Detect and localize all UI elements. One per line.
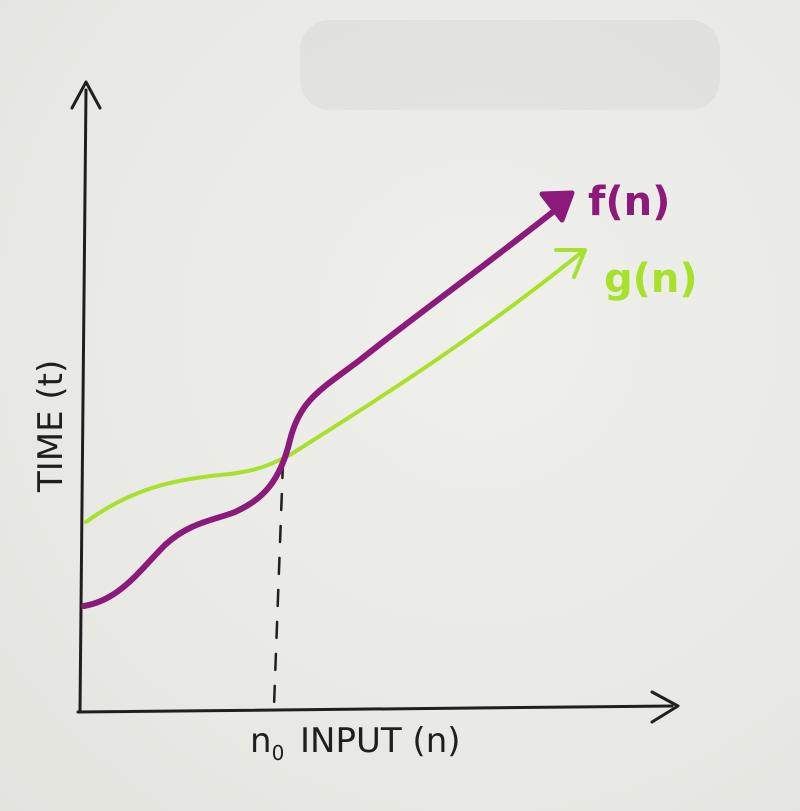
y-axis-arrowhead — [70, 80, 102, 110]
curve-f — [81, 190, 575, 609]
threshold-dashed-line — [272, 460, 285, 708]
y-axis — [70, 80, 102, 714]
curve-f-arrowhead — [539, 190, 575, 223]
curve-g — [84, 248, 587, 524]
curve-f-label: f(n) — [588, 179, 670, 225]
x-axis-label: INPUT (n) — [300, 721, 461, 761]
curve-g-arrowhead — [554, 248, 587, 279]
threshold-subscript: 0 — [272, 741, 285, 765]
y-axis-label: TIME (t) — [31, 360, 71, 493]
threshold-n: n — [250, 721, 272, 761]
x-axis-arrowhead — [650, 690, 680, 724]
x-axis — [76, 690, 680, 724]
curve-g-label: g(n) — [604, 256, 698, 302]
paper-bleed-through — [300, 20, 720, 110]
threshold-label: n0 — [250, 721, 284, 765]
